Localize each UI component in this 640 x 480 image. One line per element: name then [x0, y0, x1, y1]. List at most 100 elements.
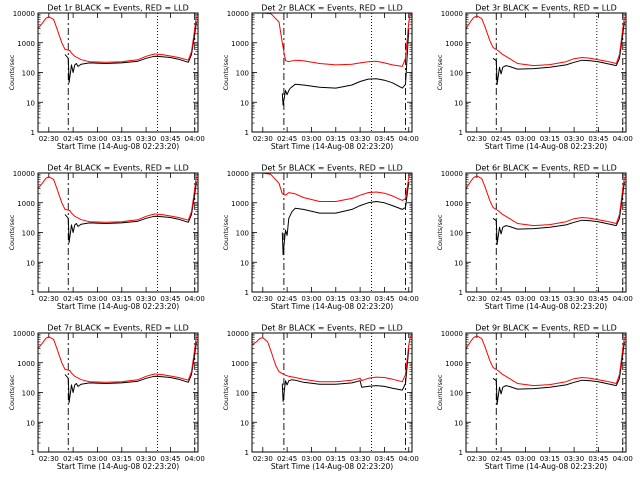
x-tick-label: 02:45 [63, 295, 83, 303]
y-tick-label: 10000 [441, 330, 463, 338]
y-tick-label: 10 [454, 259, 463, 267]
y-axis-label: Counts/sec [222, 374, 230, 410]
y-tick-label: 10000 [13, 330, 35, 338]
y-tick-label: 10000 [227, 330, 249, 338]
x-tick-label: 03:15 [540, 455, 560, 463]
plot-panel: Det 8r BLACK = Events, RED = LLD 1 10 100 10… [222, 324, 419, 472]
x-tick-label: 02:30 [253, 135, 273, 143]
y-tick-label: 1000 [445, 200, 463, 208]
y-tick-label: 100 [450, 70, 463, 78]
y-tick-label: 1 [31, 129, 35, 137]
y-axis-label: Counts/sec [8, 54, 16, 90]
x-tick-label: 03:45 [160, 455, 180, 463]
plot-panel: Det 6r BLACK = Events, RED = LLD 1 10 100 10… [436, 164, 633, 312]
plot-title: Det 7r BLACK = Events, RED = LLD [47, 324, 189, 333]
y-tick-label: 10 [240, 419, 249, 427]
lld-series-line [252, 172, 411, 202]
y-tick-label: 1000 [17, 360, 35, 368]
x-tick-label: 03:45 [374, 295, 394, 303]
x-axis-label: Start Time (14-Aug-08 02:23:20) [57, 462, 179, 471]
x-tick-label: 03:00 [301, 455, 321, 463]
y-tick-label: 10 [240, 259, 249, 267]
events-series-line [64, 341, 197, 404]
plot-title: Det 5r BLACK = Events, RED = LLD [261, 164, 403, 173]
y-tick-label: 1 [245, 289, 249, 297]
y-axis-label: Counts/sec [436, 54, 444, 90]
y-tick-label: 100 [236, 70, 249, 78]
x-tick-label: 04:00 [399, 295, 419, 303]
lld-series-line [37, 16, 197, 63]
x-tick-label: 02:45 [491, 135, 511, 143]
x-tick-label: 03:15 [112, 135, 132, 143]
x-tick-label: 03:30 [136, 295, 156, 303]
x-tick-label: 03:30 [136, 135, 156, 143]
y-tick-label: 1 [459, 449, 463, 457]
y-axis-label: Counts/sec [436, 374, 444, 410]
plot-panel: Det 3r BLACK = Events, RED = LLD 1 10 100 10… [436, 4, 633, 152]
plot-frame [37, 172, 199, 293]
x-tick-label: 04:00 [613, 295, 633, 303]
x-tick-label: 02:30 [39, 295, 59, 303]
x-tick-label: 03:15 [112, 295, 132, 303]
plot-title: Det 6r BLACK = Events, RED = LLD [475, 164, 617, 173]
y-tick-label: 100 [236, 390, 249, 398]
y-axis-label: Counts/sec [222, 54, 230, 90]
x-tick-label: 03:00 [87, 135, 107, 143]
lld-series-line [252, 12, 411, 67]
y-tick-label: 100 [236, 230, 249, 238]
x-tick-label: 02:45 [63, 135, 83, 143]
y-tick-label: 1000 [17, 200, 35, 208]
y-tick-label: 10 [26, 419, 35, 427]
events-series-line [64, 21, 197, 84]
y-tick-label: 10000 [13, 170, 35, 178]
events-series-line [281, 348, 410, 402]
x-tick-label: 03:30 [350, 135, 370, 143]
x-tick-label: 04:00 [185, 295, 205, 303]
x-tick-label: 03:15 [326, 295, 346, 303]
lld-series-line [465, 335, 625, 387]
x-tick-label: 03:00 [301, 135, 321, 143]
y-tick-label: 100 [450, 230, 463, 238]
y-axis-label: Counts/sec [8, 374, 16, 410]
x-tick-label: 02:45 [491, 455, 511, 463]
x-tick-label: 03:15 [540, 135, 560, 143]
x-tick-label: 03:30 [564, 295, 584, 303]
x-tick-label: 03:15 [112, 455, 132, 463]
plot-frame [251, 172, 413, 293]
plot-panel: Det 1r BLACK = Events, RED = LLD 1 10 100 10… [8, 4, 205, 152]
y-tick-label: 100 [450, 390, 463, 398]
plot-frame [465, 332, 627, 453]
x-tick-label: 02:30 [39, 135, 59, 143]
x-tick-label: 03:45 [160, 295, 180, 303]
x-tick-label: 02:30 [467, 455, 487, 463]
y-tick-label: 1000 [231, 200, 249, 208]
events-series-line [64, 181, 197, 244]
plot-title: Det 8r BLACK = Events, RED = LLD [261, 324, 403, 333]
y-tick-label: 1000 [231, 40, 249, 48]
y-tick-label: 10 [26, 99, 35, 107]
plot-panel: Det 4r BLACK = Events, RED = LLD 1 10 100 10… [8, 164, 205, 312]
y-tick-label: 1000 [445, 360, 463, 368]
plot-frame [465, 12, 627, 133]
x-axis-label: Start Time (14-Aug-08 02:23:20) [485, 462, 607, 471]
events-series-line [492, 341, 625, 405]
plot-title: Det 1r BLACK = Events, RED = LLD [47, 4, 189, 13]
y-tick-label: 100 [22, 390, 35, 398]
x-tick-label: 02:45 [277, 135, 297, 143]
x-tick-label: 03:00 [515, 455, 535, 463]
x-axis-label: Start Time (14-Aug-08 02:23:20) [485, 302, 607, 311]
y-tick-label: 10000 [13, 10, 35, 18]
y-tick-label: 1000 [445, 40, 463, 48]
x-axis-label: Start Time (14-Aug-08 02:23:20) [271, 302, 393, 311]
events-series-line [281, 181, 410, 256]
x-tick-label: 03:00 [515, 135, 535, 143]
y-tick-label: 10000 [441, 10, 463, 18]
y-tick-label: 1 [459, 129, 463, 137]
x-tick-label: 03:30 [350, 295, 370, 303]
x-tick-label: 03:30 [136, 455, 156, 463]
y-tick-label: 1 [31, 289, 35, 297]
y-tick-label: 10 [454, 419, 463, 427]
x-tick-label: 04:00 [399, 455, 419, 463]
x-tick-label: 02:45 [63, 455, 83, 463]
